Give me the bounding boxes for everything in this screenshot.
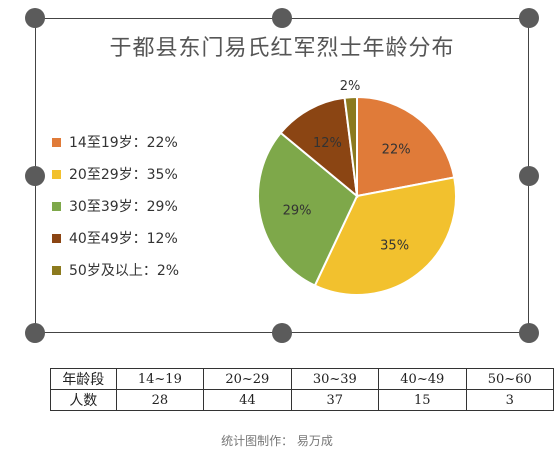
chart-credit: 统计图制作： 易万成 <box>221 434 333 448</box>
table-row-header: 人数 <box>50 389 117 411</box>
legend-swatch <box>52 233 61 243</box>
table-cell: 44 <box>203 389 292 411</box>
legend-item-30-39: 30至39岁：29% <box>52 190 179 222</box>
table-cell: 28 <box>115 389 205 411</box>
legend-item-40-49: 40至49岁：12% <box>52 222 179 254</box>
resize-handle-top-center[interactable] <box>272 8 292 28</box>
pie-data-label: 29% <box>283 203 312 218</box>
table-row-header: 年龄段 <box>50 368 117 390</box>
resize-handle-top-right[interactable] <box>519 8 539 28</box>
pie-slice-0 <box>356 95 456 198</box>
chart-legend: 14至19岁：22% 20至29岁：35% 30至39岁：29% 40至49岁：… <box>52 126 179 286</box>
table-cell: 15 <box>378 389 467 411</box>
table-row-counts: 人数 28 44 37 15 3 <box>50 389 554 411</box>
pie-slice-1 <box>313 176 457 296</box>
pie-data-label: 35% <box>380 238 409 253</box>
resize-handle-bottom-left[interactable] <box>25 323 45 343</box>
pie-slice-4 <box>343 95 358 197</box>
legend-label: 30至39岁：29% <box>69 199 178 215</box>
table-cell: 30~39 <box>290 368 380 390</box>
legend-label: 14至19岁：22% <box>69 135 178 151</box>
legend-label: 40至49岁：12% <box>69 231 178 247</box>
legend-item-50-plus: 50岁及以上：2% <box>52 254 179 286</box>
table-cell: 20~29 <box>203 368 292 390</box>
table-cell: 3 <box>465 389 554 411</box>
legend-item-14-19: 14至19岁：22% <box>52 126 179 158</box>
table-cell: 14~19 <box>115 368 205 390</box>
resize-handle-bottom-right[interactable] <box>519 323 539 343</box>
pie-slice-2 <box>257 131 359 287</box>
table-row-age-groups: 年龄段 14~19 20~29 30~39 40~49 50~60 <box>50 368 554 390</box>
table-cell: 40~49 <box>378 368 467 390</box>
resize-handle-bottom-center[interactable] <box>272 323 292 343</box>
pie-data-label: 12% <box>313 136 342 151</box>
resize-handle-top-left[interactable] <box>25 8 45 28</box>
legend-swatch <box>52 201 61 211</box>
chart-title: 于都县东门易氏红军烈士年龄分布 <box>109 36 455 61</box>
legend-label: 50岁及以上：2% <box>69 263 180 279</box>
legend-swatch <box>52 265 61 275</box>
pie-slice-3 <box>279 96 359 199</box>
pie-data-label: 22% <box>382 143 411 158</box>
legend-label: 20至29岁：35% <box>69 167 178 183</box>
legend-swatch <box>52 137 61 147</box>
table-cell: 50~60 <box>465 368 554 390</box>
table-cell: 37 <box>290 389 380 411</box>
data-table: 年龄段 14~19 20~29 30~39 40~49 50~60 人数 28 … <box>50 368 554 411</box>
resize-handle-middle-right[interactable] <box>519 166 539 186</box>
legend-item-20-29: 20至29岁：35% <box>52 158 179 190</box>
pie-data-label: 2% <box>340 79 361 94</box>
legend-swatch <box>52 169 61 179</box>
resize-handle-middle-left[interactable] <box>25 166 45 186</box>
